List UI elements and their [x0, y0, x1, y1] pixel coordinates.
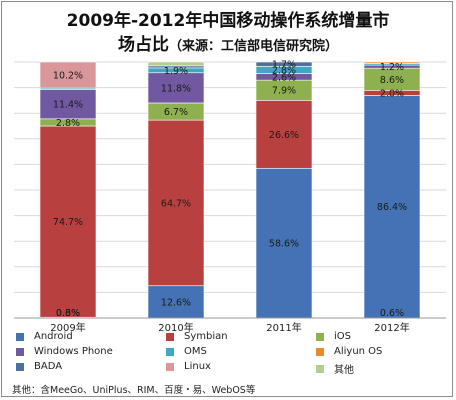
legend-label: Symbian — [184, 331, 228, 342]
chart-title-tail: 场占比 — [117, 35, 169, 55]
legend-item: 其他 — [316, 361, 354, 376]
legend-label: Linux — [184, 361, 211, 372]
legend-label: Android — [34, 331, 73, 342]
chart-footnote: 其他：含MeeGo、UniPlus、RIM、百度・易、WebOS等 — [12, 385, 256, 396]
chart-title-source: （来源：工信部电信研究院） — [168, 39, 338, 54]
legend-item: Linux — [166, 361, 211, 372]
x-tick-label: 2010年 — [158, 321, 193, 334]
x-tick-label: 2012年 — [374, 321, 409, 334]
legend-swatch — [166, 332, 174, 341]
data-label: 2.6% — [272, 72, 296, 83]
legend-item: Symbian — [166, 331, 228, 342]
data-label: 26.6% — [269, 130, 299, 141]
data-label: 7.9% — [272, 86, 296, 97]
legend-label: Windows Phone — [34, 346, 113, 357]
bar-segment — [39, 61, 97, 89]
legend-item: Aliyun OS — [316, 346, 382, 357]
legend-label: iOS — [334, 331, 351, 342]
data-label: 86.4% — [377, 202, 407, 213]
bar-segment — [363, 95, 421, 319]
legend-swatch — [16, 332, 24, 341]
bar-segment — [363, 61, 421, 64]
legend-swatch — [16, 347, 24, 356]
x-tick-label: 2011年 — [266, 321, 301, 334]
data-label: 0.6% — [56, 308, 80, 319]
legend-swatch — [16, 362, 24, 371]
legend-label: Aliyun OS — [334, 346, 383, 357]
legend-item: OMS — [166, 346, 207, 357]
bar-segment — [39, 125, 97, 318]
data-label: 1.7% — [272, 60, 296, 71]
data-label: 1.9% — [164, 66, 188, 77]
legend-swatch — [316, 364, 324, 373]
data-label: 2.0% — [380, 88, 404, 99]
chart-title-line-2: 场占比（来源：工信部电信研究院） — [8, 30, 448, 55]
data-label: 0.3% — [56, 308, 80, 319]
bar-segment — [255, 61, 313, 67]
data-label: 2.8% — [56, 118, 80, 129]
legend-swatch — [166, 347, 174, 356]
data-label: 0.6% — [380, 308, 404, 319]
legend-swatch — [316, 332, 324, 341]
bar-segment — [147, 72, 205, 104]
legend-swatch — [316, 347, 324, 356]
bar-segment — [39, 89, 97, 120]
legend-item: iOS — [316, 331, 351, 342]
legend-label: BADA — [34, 361, 63, 372]
data-label: 12.6% — [161, 297, 191, 308]
bar-segment — [147, 119, 205, 287]
data-label: 74.7% — [53, 217, 83, 228]
data-label: 11.8% — [161, 83, 191, 94]
legend-item: BADA — [16, 361, 62, 372]
chart-title-line-1: 2009年-2012年中国移动操作系统增量市 — [66, 11, 390, 31]
data-label: 1.2% — [380, 62, 404, 73]
data-label: 6.7% — [164, 107, 188, 118]
legend-label: OMS — [184, 346, 207, 357]
x-tick-label: 2009年 — [50, 321, 85, 334]
legend-label: 其他 — [334, 365, 354, 376]
legend-item: Windows Phone — [16, 346, 113, 357]
bar-segment — [147, 61, 205, 67]
legend-swatch — [166, 362, 174, 371]
data-label: 11.4% — [53, 100, 83, 111]
data-label: 10.2% — [53, 71, 83, 82]
legend-item: Android — [16, 331, 73, 342]
data-label: 64.7% — [161, 198, 191, 209]
data-label: 58.6% — [269, 239, 299, 250]
data-label: 8.6% — [380, 75, 404, 86]
data-label: 2.8% — [272, 65, 296, 76]
